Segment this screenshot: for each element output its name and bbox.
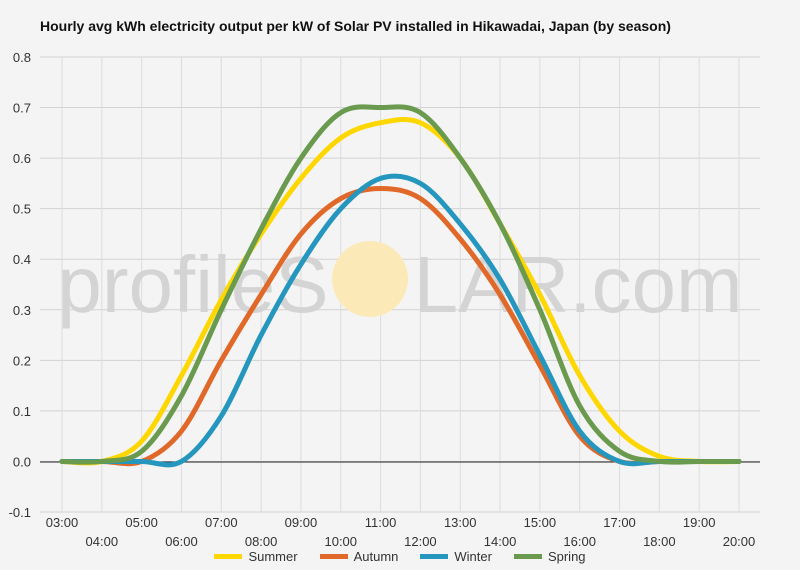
y-tick-label: 0.4 — [13, 252, 31, 267]
x-tick-label: 19:00 — [683, 515, 716, 530]
legend-label: Summer — [248, 549, 298, 564]
y-tick-label: 0.2 — [13, 353, 31, 368]
legend-swatch — [214, 554, 243, 559]
x-tick-label: 03:00 — [46, 515, 79, 530]
legend-label: Autumn — [353, 549, 399, 564]
y-tick-label: -0.1 — [9, 505, 31, 520]
y-tick-label: 0.0 — [13, 454, 31, 469]
x-tick-label: 16:00 — [563, 534, 596, 549]
legend: Summer Autumn Winter Spring — [0, 549, 800, 564]
y-tick-label: 0.5 — [13, 202, 31, 217]
series-lines — [59, 104, 742, 468]
x-tick-label: 08:00 — [245, 534, 278, 549]
x-tick-label: 13:00 — [444, 515, 477, 530]
x-axis: 03:00 04:00 05:00 06:00 07:00 08:00 09:00 10:00… — [46, 515, 756, 549]
x-tick-label: 10:00 — [324, 534, 357, 549]
legend-item-spring: Spring — [513, 549, 586, 564]
legend-swatch — [513, 554, 542, 559]
x-tick-label: 05:00 — [125, 515, 158, 530]
legend-swatch — [319, 554, 348, 559]
series-line-winter — [59, 173, 742, 468]
x-tick-label: 14:00 — [484, 534, 517, 549]
x-tick-label: 11:00 — [365, 515, 397, 530]
series-line-spring — [59, 104, 742, 465]
x-tick-label: 07:00 — [205, 515, 238, 530]
legend-item-autumn: Autumn — [319, 549, 399, 564]
legend-label: Winter — [454, 549, 492, 564]
x-tick-label: 17:00 — [603, 515, 636, 530]
y-tick-label: 0.7 — [13, 101, 31, 116]
watermark: profileS LAR.com — [57, 240, 742, 329]
x-tick-label: 09:00 — [285, 515, 318, 530]
x-tick-label: 04:00 — [86, 534, 119, 549]
chart-title: Hourly avg kWh electricity output per kW… — [40, 18, 671, 34]
legend-label: Spring — [547, 549, 586, 564]
sun-circle-icon — [332, 241, 408, 317]
y-axis: -0.1 0.0 0.1 0.2 0.3 0.4 0.5 0.6 0.7 0.8 — [9, 50, 31, 520]
x-tick-label: 18:00 — [643, 534, 676, 549]
legend-swatch — [420, 554, 449, 559]
watermark-text: profileS LAR.com — [57, 240, 742, 329]
x-tick-label: 12:00 — [404, 534, 437, 549]
y-tick-label: 0.3 — [13, 303, 31, 318]
x-tick-label: 15:00 — [524, 515, 557, 530]
y-tick-label: 0.6 — [13, 151, 31, 166]
x-tick-label: 06:00 — [165, 534, 198, 549]
y-tick-label: 0.1 — [13, 404, 31, 419]
legend-item-winter: Winter — [420, 549, 492, 564]
watermark-right: LAR.com — [414, 240, 743, 329]
y-tick-label: 0.8 — [13, 50, 31, 65]
x-tick-label: 20:00 — [723, 534, 756, 549]
series-line-summer — [59, 116, 742, 466]
legend-item-summer: Summer — [214, 549, 298, 564]
